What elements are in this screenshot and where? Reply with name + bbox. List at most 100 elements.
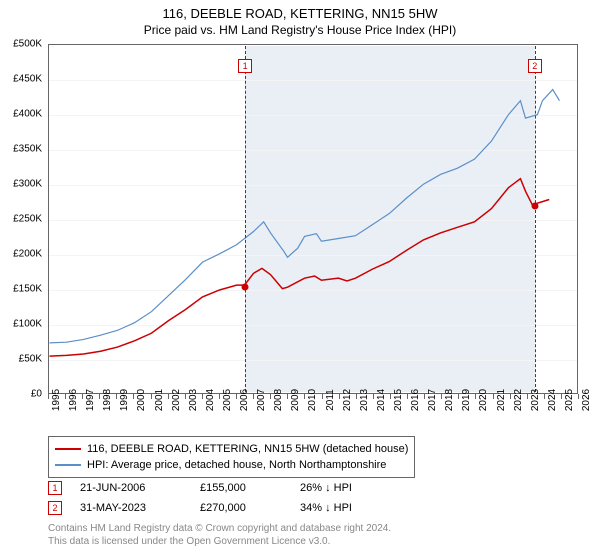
legend-item: HPI: Average price, detached house, Nort… [55, 457, 408, 473]
legend-swatch [55, 448, 81, 450]
x-tick [65, 394, 66, 399]
x-tick [304, 394, 305, 399]
x-tick [287, 394, 288, 399]
marker-box-2: 2 [528, 59, 542, 73]
legend-label: 116, DEEBLE ROAD, KETTERING, NN15 5HW (d… [87, 443, 408, 455]
x-tick [133, 394, 134, 399]
sales-row: 2 31-MAY-2023£270,00034% ↓ HPI [48, 498, 420, 518]
x-tick [185, 394, 186, 399]
x-tick [270, 394, 271, 399]
x-axis-label: 2018 [444, 389, 455, 411]
y-axis-label: £50K [19, 354, 42, 365]
x-tick [544, 394, 545, 399]
y-axis-label: £200K [13, 249, 42, 260]
x-tick [493, 394, 494, 399]
sales-price: £270,000 [200, 502, 300, 514]
x-tick [424, 394, 425, 399]
x-tick [390, 394, 391, 399]
x-tick [407, 394, 408, 399]
x-axis-label: 2006 [239, 389, 250, 411]
x-tick [373, 394, 374, 399]
x-axis-label: 2012 [342, 389, 353, 411]
x-tick [151, 394, 152, 399]
marker-dot-1 [242, 283, 249, 290]
x-tick [99, 394, 100, 399]
x-tick [82, 394, 83, 399]
sales-marker-number: 1 [48, 481, 62, 495]
legend-swatch [55, 464, 81, 466]
x-axis-label: 2003 [188, 389, 199, 411]
y-axis-label: £450K [13, 74, 42, 85]
x-tick [253, 394, 254, 399]
legend-item: 116, DEEBLE ROAD, KETTERING, NN15 5HW (d… [55, 441, 408, 457]
x-tick [236, 394, 237, 399]
y-axis-label: £100K [13, 319, 42, 330]
series-price_paid [50, 179, 550, 356]
x-axis-label: 1995 [51, 389, 62, 411]
sales-date: 21-JUN-2006 [80, 482, 200, 494]
x-tick [322, 394, 323, 399]
footer-text: Contains HM Land Registry data © Crown c… [48, 522, 391, 548]
x-axis-label: 2011 [325, 389, 336, 411]
x-axis-label: 2001 [154, 389, 165, 411]
x-axis-label: 2024 [547, 389, 558, 411]
sales-table: 1 21-JUN-2006£155,00026% ↓ HPI 2 31-MAY-202… [48, 478, 420, 518]
x-tick [339, 394, 340, 399]
x-axis-label: 2007 [256, 389, 267, 411]
x-tick [561, 394, 562, 399]
x-axis-label: 2026 [581, 389, 592, 411]
marker-dot-2 [531, 203, 538, 210]
x-axis-label: 2008 [273, 389, 284, 411]
x-axis-label: 2010 [307, 389, 318, 411]
x-tick [578, 394, 579, 399]
x-tick [527, 394, 528, 399]
marker-line-1 [245, 46, 247, 392]
chart-container: 116, DEEBLE ROAD, KETTERING, NN15 5HW Pr… [0, 0, 600, 560]
chart-lines [49, 45, 577, 393]
marker-line-2 [535, 46, 537, 392]
x-axis-label: 2022 [513, 389, 524, 411]
x-tick [458, 394, 459, 399]
x-axis-label: 2004 [205, 389, 216, 411]
x-axis-label: 2002 [171, 389, 182, 411]
y-axis-label: £0 [31, 389, 42, 400]
x-axis-label: 2020 [478, 389, 489, 411]
x-tick [48, 394, 49, 399]
x-axis-label: 2017 [427, 389, 438, 411]
x-tick [356, 394, 357, 399]
plot-background: 12 [48, 44, 578, 394]
x-axis-label: 2021 [496, 389, 507, 411]
chart-title: 116, DEEBLE ROAD, KETTERING, NN15 5HW [0, 0, 600, 21]
sales-price: £155,000 [200, 482, 300, 494]
y-axis-label: £400K [13, 109, 42, 120]
x-axis-label: 1997 [85, 389, 96, 411]
x-tick [168, 394, 169, 399]
x-axis-label: 1999 [119, 389, 130, 411]
x-axis-label: 2013 [359, 389, 370, 411]
x-axis-label: 2025 [564, 389, 575, 411]
x-axis-label: 2016 [410, 389, 421, 411]
chart-subtitle: Price paid vs. HM Land Registry's House … [0, 21, 600, 41]
legend-box: 116, DEEBLE ROAD, KETTERING, NN15 5HW (d… [48, 436, 415, 478]
sales-pct-vs-hpi: 26% ↓ HPI [300, 482, 420, 494]
x-axis-label: 2014 [376, 389, 387, 411]
marker-box-1: 1 [238, 59, 252, 73]
sales-pct-vs-hpi: 34% ↓ HPI [300, 502, 420, 514]
y-axis-label: £250K [13, 214, 42, 225]
x-axis-label: 2015 [393, 389, 404, 411]
series-hpi [50, 90, 560, 343]
x-tick [116, 394, 117, 399]
footer-line-2: This data is licensed under the Open Gov… [48, 535, 391, 548]
sales-date: 31-MAY-2023 [80, 502, 200, 514]
footer-line-1: Contains HM Land Registry data © Crown c… [48, 522, 391, 535]
sales-row: 1 21-JUN-2006£155,00026% ↓ HPI [48, 478, 420, 498]
x-tick [202, 394, 203, 399]
legend-label: HPI: Average price, detached house, Nort… [87, 459, 386, 471]
chart-area: 12 £0£50K£100K£150K£200K£250K£300K£350K£… [48, 44, 578, 394]
y-axis-label: £150K [13, 284, 42, 295]
sales-marker-number: 2 [48, 501, 62, 515]
x-tick [510, 394, 511, 399]
y-axis-label: £500K [13, 39, 42, 50]
x-tick [219, 394, 220, 399]
x-axis-label: 2009 [290, 389, 301, 411]
